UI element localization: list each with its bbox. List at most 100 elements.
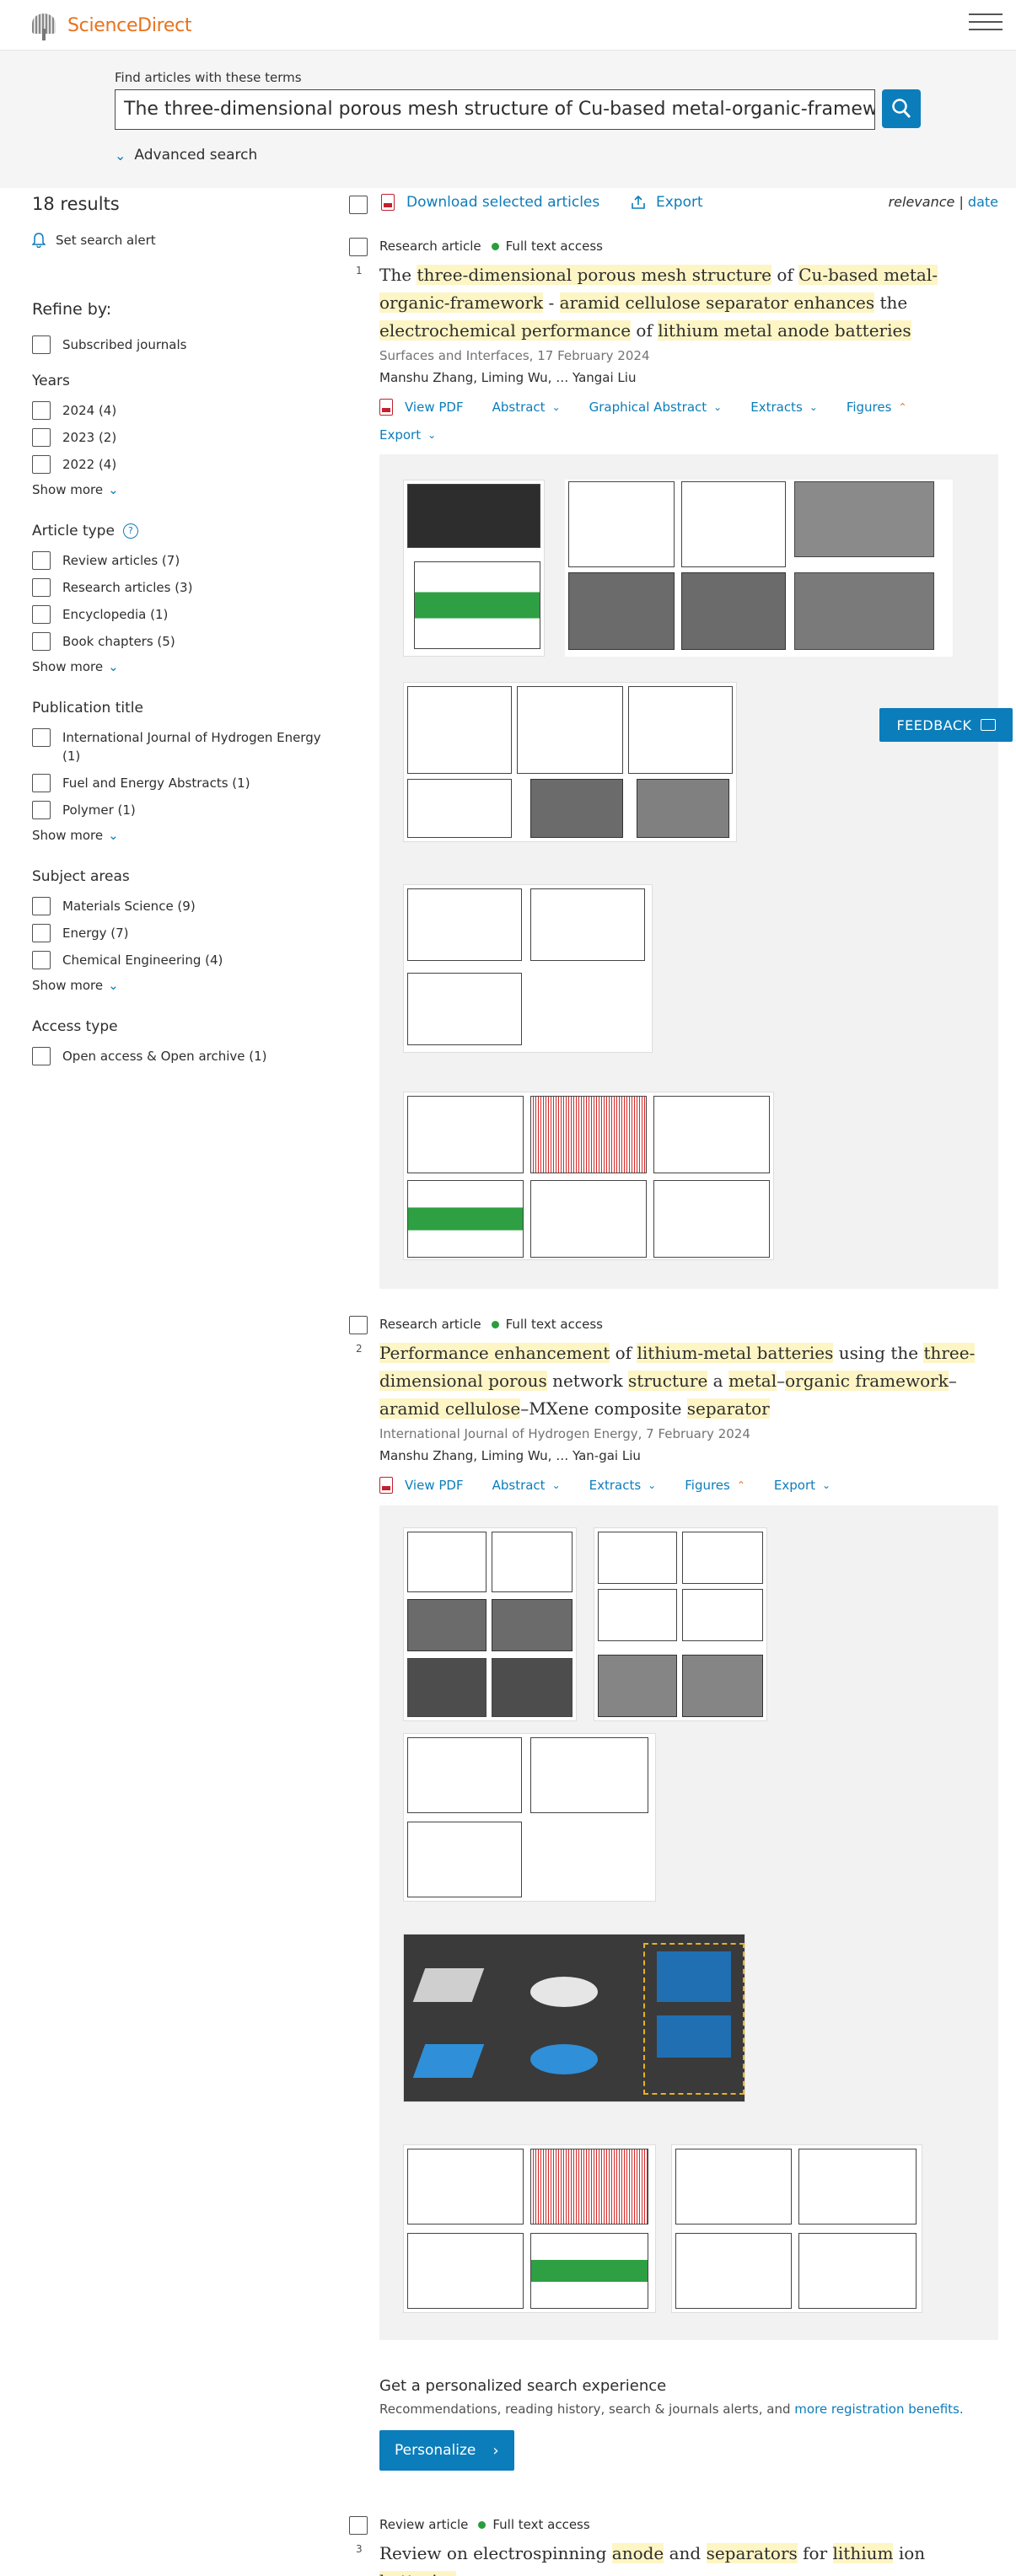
filter-subject[interactable]: Chemical Engineering (4): [32, 951, 336, 969]
abstract-toggle[interactable]: Abstract ⌄: [492, 399, 561, 416]
figure-thumbnail[interactable]: [403, 1527, 577, 1721]
sort-relevance[interactable]: relevance: [888, 194, 955, 210]
export-toggle[interactable]: Export ⌄: [774, 1477, 831, 1494]
export-toggle[interactable]: Export ⌄: [379, 427, 436, 443]
figure-thumbnail[interactable]: [403, 2144, 656, 2313]
figure-thumbnail[interactable]: [403, 1092, 774, 1260]
pdf-icon: [379, 1477, 393, 1494]
set-search-alert-link[interactable]: Set search alert: [32, 233, 336, 248]
filter-publication[interactable]: Polymer (1): [32, 801, 336, 819]
item-actions: View PDF Abstract ⌄ Graphical Abstract ⌄ E…: [379, 399, 998, 443]
item-checkbox[interactable]: [349, 1316, 368, 1334]
abstract-toggle[interactable]: Abstract ⌄: [492, 1477, 561, 1494]
filter-article-type[interactable]: Book chapters (5): [32, 632, 336, 651]
search-input[interactable]: The three-dimensional porous mesh struct…: [115, 89, 875, 130]
checkbox[interactable]: [32, 774, 51, 792]
export-label: Export: [656, 194, 703, 211]
figures-toggle[interactable]: Figures ⌃: [685, 1477, 745, 1494]
show-more-article-types[interactable]: Show more ⌄: [32, 659, 336, 674]
filter-label: 2024 (4): [62, 403, 117, 418]
figures-toggle[interactable]: Figures ⌃: [847, 399, 907, 416]
checkbox[interactable]: [32, 605, 51, 624]
action-label: View PDF: [405, 1478, 464, 1493]
download-selected-button[interactable]: Download selected articles: [381, 194, 599, 211]
filter-year[interactable]: 2023 (2): [32, 428, 336, 447]
checkbox[interactable]: [32, 1047, 51, 1065]
filter-subject[interactable]: Energy (7): [32, 924, 336, 942]
registration-benefits-link[interactable]: more registration benefits.: [794, 2402, 964, 2417]
search-icon: [892, 99, 911, 118]
checkbox[interactable]: [32, 401, 51, 420]
chevron-down-icon: ⌄: [427, 429, 437, 441]
item-title-link[interactable]: Review on electrospinning anode and sepa…: [379, 2540, 998, 2576]
checkbox[interactable]: [32, 801, 51, 819]
item-checkbox[interactable]: [349, 238, 368, 256]
figure-thumbnail[interactable]: [403, 682, 737, 842]
filter-article-type[interactable]: Encyclopedia (1): [32, 605, 336, 624]
item-title-link[interactable]: Performance enhancement of lithium-metal…: [379, 1343, 976, 1419]
checkbox[interactable]: [32, 897, 51, 915]
filter-label: 2022 (4): [62, 457, 117, 472]
advanced-search-link[interactable]: ⌄ Advanced search: [115, 147, 257, 164]
checkbox[interactable]: [32, 632, 51, 651]
sciencedirect-logo[interactable]: ScienceDirect: [25, 8, 192, 42]
results-count: 18 results: [32, 194, 120, 214]
filter-label: Subscribed journals: [62, 337, 187, 352]
export-icon: [632, 195, 645, 209]
extracts-toggle[interactable]: Extracts ⌄: [750, 399, 818, 416]
feedback-button[interactable]: FEEDBACK: [879, 708, 1013, 742]
filter-article-type[interactable]: Review articles (7): [32, 551, 336, 570]
figure-thumbnail[interactable]: [403, 480, 545, 657]
help-icon[interactable]: ?: [122, 523, 138, 539]
item-head: Research article Full text access: [349, 236, 998, 258]
figure-thumbnail[interactable]: [671, 2144, 922, 2313]
results-list: Download selected articles Export releva…: [349, 194, 998, 2576]
view-pdf-link[interactable]: View PDF: [379, 399, 464, 416]
checkbox[interactable]: [32, 924, 51, 942]
filter-label: Research articles (3): [62, 580, 193, 595]
article-type-heading: Article type?: [32, 523, 336, 539]
search-button[interactable]: [882, 89, 921, 128]
download-label: Download selected articles: [406, 194, 600, 211]
checkbox[interactable]: [32, 428, 51, 447]
filter-subject[interactable]: Materials Science (9): [32, 897, 336, 915]
item-authors: Manshu Zhang, Liming Wu, … Yan-gai Liu: [379, 1448, 641, 1463]
export-button[interactable]: Export: [631, 194, 703, 211]
select-all-checkbox[interactable]: [349, 196, 368, 214]
personalize-button[interactable]: Personalize ›: [379, 2430, 514, 2471]
action-label: Export: [379, 427, 422, 443]
figure-thumbnail[interactable]: [403, 1733, 656, 1902]
figure-thumbnail[interactable]: [565, 480, 953, 657]
checkbox[interactable]: [32, 951, 51, 969]
sort-date[interactable]: date: [967, 194, 998, 210]
filter-subscribed[interactable]: Subscribed journals: [32, 335, 336, 354]
filter-year[interactable]: 2024 (4): [32, 401, 336, 420]
show-more-years[interactable]: Show more ⌄: [32, 482, 336, 497]
show-more-subjects[interactable]: Show more ⌄: [32, 978, 336, 993]
figure-thumbnail[interactable]: [594, 1527, 767, 1721]
item-title-link[interactable]: The three-dimensional porous mesh struct…: [379, 265, 938, 341]
checkbox[interactable]: [32, 335, 51, 354]
chevron-down-icon: ⌄: [108, 828, 119, 843]
graphical-abstract-toggle[interactable]: Graphical Abstract ⌄: [589, 399, 723, 416]
chevron-down-icon: ⌄: [108, 659, 119, 674]
access-label: Full text access: [505, 1317, 603, 1332]
checkbox[interactable]: [32, 551, 51, 570]
hamburger-menu-icon[interactable]: [969, 13, 1003, 34]
show-more-publications[interactable]: Show more ⌄: [32, 828, 336, 843]
figure-thumbnail[interactable]: [403, 884, 653, 1053]
show-more-label: Show more: [32, 482, 104, 497]
checkbox[interactable]: [32, 728, 51, 747]
checkbox[interactable]: [32, 578, 51, 597]
checkbox[interactable]: [32, 455, 51, 474]
filter-article-type[interactable]: Research articles (3): [32, 578, 336, 597]
filter-publication[interactable]: Fuel and Energy Abstracts (1): [32, 774, 336, 792]
filter-publication[interactable]: International Journal of Hydrogen Energy…: [32, 728, 336, 765]
figure-thumbnail[interactable]: [403, 1934, 745, 2102]
filter-year[interactable]: 2022 (4): [32, 455, 336, 474]
extracts-toggle[interactable]: Extracts ⌄: [589, 1477, 657, 1494]
item-checkbox[interactable]: [349, 2516, 368, 2535]
sidebar: 18 results Set search alert Refine by: S…: [32, 194, 336, 1074]
filter-access[interactable]: Open access & Open archive (1): [32, 1047, 336, 1065]
view-pdf-link[interactable]: View PDF: [379, 1477, 464, 1494]
